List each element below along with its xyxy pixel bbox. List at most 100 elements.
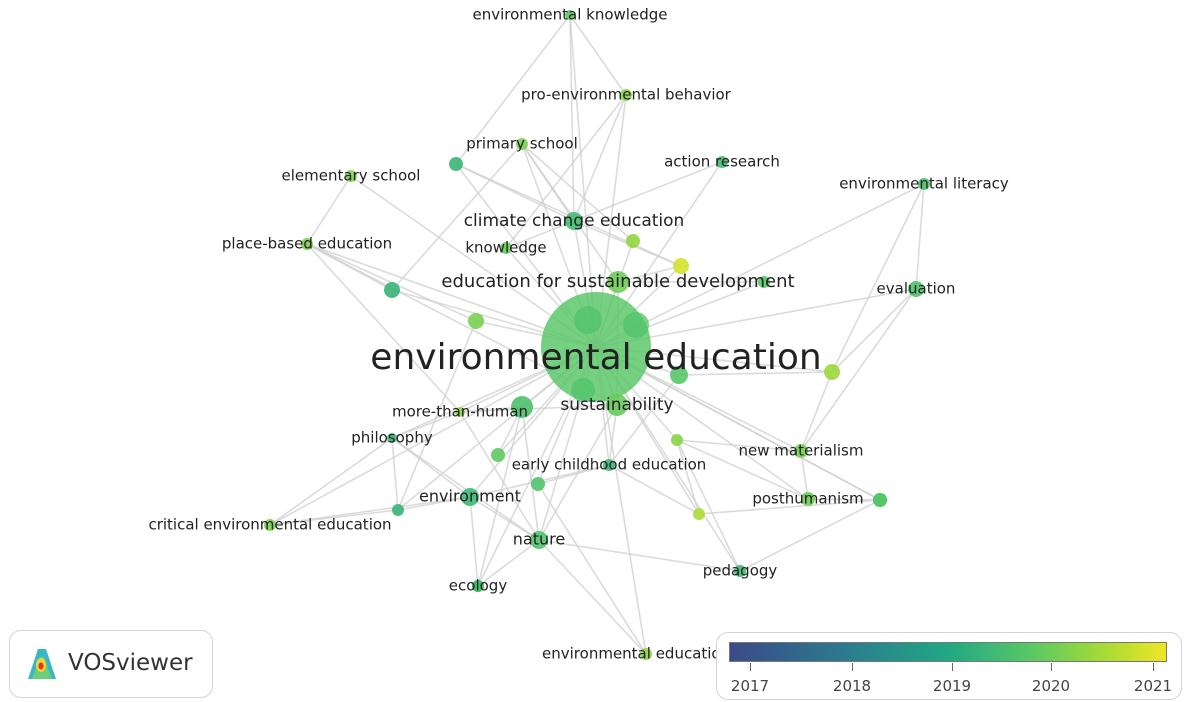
label-posthumanism[interactable]: posthumanism bbox=[752, 490, 863, 508]
edge-environmental-education-research-n-k bbox=[537, 483, 647, 655]
label-more-than-human[interactable]: more-than-human bbox=[392, 403, 528, 421]
node-environmental-literacy[interactable] bbox=[918, 178, 930, 190]
label-layer: environmental education sustainability edu… bbox=[148, 6, 1008, 663]
node-n-d[interactable] bbox=[626, 234, 640, 248]
edge-environmental-knowledge-pro-environmental-behavior bbox=[569, 14, 627, 96]
legend-tick-label-2020: 2020 bbox=[1031, 677, 1071, 695]
edge-pro-environmental-behavior-climate-change-education bbox=[573, 94, 627, 222]
edge-n-h-critical-environmental-education bbox=[269, 509, 399, 526]
node-n-e[interactable] bbox=[673, 258, 689, 274]
edge-philosophy-critical-environmental-education bbox=[269, 437, 393, 526]
node-pro-environmental-behavior[interactable] bbox=[620, 89, 632, 101]
node-n-j[interactable] bbox=[824, 364, 840, 380]
label-knowledge[interactable]: knowledge bbox=[465, 239, 546, 257]
node-elementary-school[interactable] bbox=[345, 170, 357, 182]
node-n-q[interactable] bbox=[873, 493, 887, 507]
node-n-l[interactable] bbox=[491, 448, 505, 462]
node-hub-overlap-3[interactable] bbox=[571, 378, 595, 402]
node-posthumanism[interactable] bbox=[801, 492, 815, 506]
node-primary-school[interactable] bbox=[516, 138, 528, 150]
node-climate-change-education[interactable] bbox=[565, 212, 583, 230]
node-education-for-sustainable-development[interactable] bbox=[607, 271, 629, 293]
label-philosophy[interactable]: philosophy bbox=[351, 429, 433, 447]
edge-environmental-education-critical-environmental-education bbox=[269, 346, 597, 526]
node-environmental-education[interactable] bbox=[541, 292, 651, 402]
label-environmental-literacy[interactable]: environmental literacy bbox=[839, 175, 1009, 193]
label-pedagogy[interactable]: pedagogy bbox=[703, 562, 778, 580]
label-new-materialism[interactable]: new materialism bbox=[739, 442, 864, 460]
label-action-research[interactable]: action research bbox=[664, 153, 780, 171]
vosviewer-logo-icon bbox=[28, 649, 56, 679]
label-climate-change-education[interactable]: climate change education bbox=[464, 211, 685, 231]
node-early-childhood-education[interactable] bbox=[603, 459, 615, 471]
edge-n-j-new-materialism bbox=[800, 371, 833, 452]
node-n-c[interactable] bbox=[468, 313, 484, 329]
node-n-g[interactable] bbox=[511, 396, 533, 418]
label-education-for-sustainable-development[interactable]: education for sustainable development bbox=[441, 271, 794, 292]
label-critical-environmental-education[interactable]: critical environmental education bbox=[148, 516, 391, 534]
label-elementary-school[interactable]: elementary school bbox=[282, 167, 421, 185]
node-sustainability[interactable] bbox=[606, 394, 628, 416]
edge-n-p-early-childhood-education bbox=[608, 374, 680, 466]
edge-elementary-school-place-based-education bbox=[306, 175, 352, 245]
edge-environmental-literacy-n-j bbox=[831, 183, 925, 373]
vosviewer-logo: VOSviewer bbox=[9, 630, 213, 698]
edge-nature-ecology bbox=[477, 539, 540, 587]
node-n-h[interactable] bbox=[392, 504, 404, 516]
node-n-k[interactable] bbox=[531, 477, 545, 491]
node-n-o[interactable] bbox=[671, 434, 683, 446]
node-new-materialism[interactable] bbox=[794, 444, 808, 458]
node-environmental-education-research[interactable] bbox=[640, 648, 652, 660]
node-action-research[interactable] bbox=[716, 156, 728, 168]
edge-philosophy-nature bbox=[391, 437, 540, 541]
edge-new-materialism-n-o bbox=[676, 439, 802, 452]
node-knowledge[interactable] bbox=[500, 242, 512, 254]
node-n-a[interactable] bbox=[449, 157, 463, 171]
node-place-based-education[interactable] bbox=[301, 238, 313, 250]
color-scale-bar bbox=[729, 642, 1167, 662]
label-ecology[interactable]: ecology bbox=[449, 577, 508, 595]
node-more-than-human[interactable] bbox=[455, 407, 465, 417]
edge-environmental-knowledge-n-a bbox=[455, 14, 571, 165]
edge-action-research-climate-change-education bbox=[573, 161, 723, 222]
node-n-f[interactable] bbox=[758, 276, 770, 288]
edge-nature-n-g bbox=[521, 406, 540, 541]
label-place-based-education[interactable]: place-based education bbox=[222, 235, 392, 253]
legend-tick-2021 bbox=[1153, 663, 1154, 671]
node-environmental-knowledge[interactable] bbox=[565, 10, 575, 20]
node-n-p[interactable] bbox=[670, 366, 688, 384]
label-environment[interactable]: environment bbox=[419, 487, 521, 506]
edge-environment-n-h bbox=[397, 496, 471, 511]
label-evaluation[interactable]: evaluation bbox=[877, 280, 956, 298]
node-n-i[interactable] bbox=[693, 508, 705, 520]
edge-sustainability-nature bbox=[538, 404, 618, 541]
edge-environment-ecology bbox=[469, 496, 479, 587]
edge-more-than-human-philosophy bbox=[391, 411, 461, 439]
node-n-m[interactable] bbox=[472, 580, 484, 592]
edge-climate-change-education-knowledge bbox=[505, 220, 575, 249]
node-pedagogy[interactable] bbox=[734, 565, 746, 577]
node-critical-environmental-education[interactable] bbox=[264, 519, 276, 531]
label-environmental-knowledge[interactable]: environmental knowledge bbox=[473, 6, 668, 24]
label-environmental-education[interactable]: environmental education bbox=[370, 337, 821, 378]
overlay-color-legend: 2017 2018 2019 2020 2021 bbox=[716, 632, 1182, 700]
edge-pro-environmental-behavior-knowledge bbox=[505, 94, 627, 249]
label-primary-school[interactable]: primary school bbox=[466, 135, 578, 153]
edge-n-o-n-i bbox=[676, 439, 700, 515]
label-pro-environmental-behavior[interactable]: pro-environmental behavior bbox=[521, 86, 732, 104]
label-sustainability[interactable]: sustainability bbox=[560, 395, 673, 415]
edge-n-q-posthumanism bbox=[807, 498, 881, 501]
node-philosophy[interactable] bbox=[387, 433, 397, 443]
edge-sustainability-more-than-human bbox=[459, 404, 618, 413]
label-early-childhood-education[interactable]: early childhood education bbox=[512, 456, 707, 474]
node-nature[interactable] bbox=[530, 531, 548, 549]
legend-tick-label-2017: 2017 bbox=[730, 677, 770, 695]
edge-more-than-human-nature bbox=[459, 411, 540, 541]
node-environment[interactable] bbox=[461, 488, 479, 506]
label-environmental-education-research[interactable]: environmental education re bbox=[542, 645, 750, 663]
node-n-b[interactable] bbox=[384, 282, 400, 298]
node-evaluation[interactable] bbox=[908, 281, 924, 297]
node-hub-overlap-2[interactable] bbox=[623, 312, 649, 338]
node-hub-overlap-1[interactable] bbox=[574, 306, 602, 334]
label-nature[interactable]: nature bbox=[513, 530, 565, 549]
